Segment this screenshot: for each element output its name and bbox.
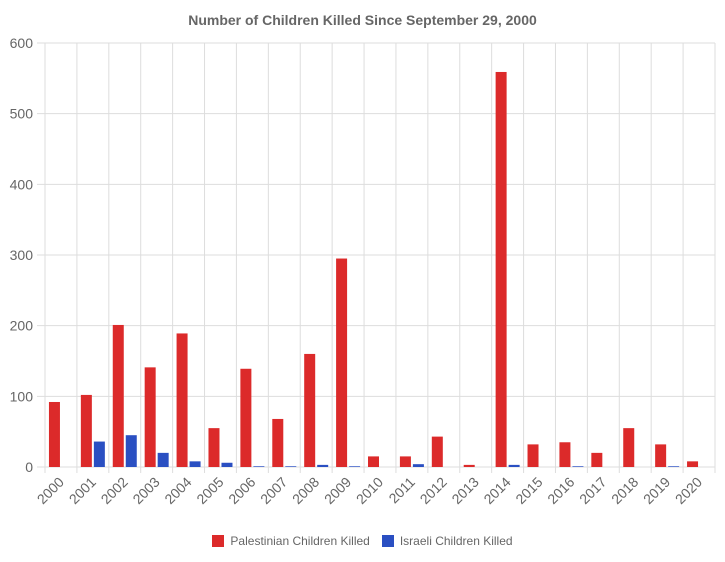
bar-israeli-2009[interactable] <box>349 466 361 467</box>
x-tick-label: 2012 <box>417 474 450 507</box>
bar-palestinian-2016[interactable] <box>559 442 571 467</box>
y-tick-label: 300 <box>10 247 34 263</box>
x-tick-label: 2008 <box>289 474 322 507</box>
x-tick-label: 2013 <box>448 474 481 507</box>
x-tick-label: 2015 <box>512 474 545 507</box>
legend-label-palestinian: Palestinian Children Killed <box>230 534 370 548</box>
bar-israeli-2019[interactable] <box>668 466 680 467</box>
x-tick-label: 2005 <box>193 474 226 507</box>
bar-israeli-2005[interactable] <box>221 462 233 467</box>
bar-palestinian-2006[interactable] <box>240 368 252 467</box>
x-tick-label: 2011 <box>385 474 418 507</box>
bars <box>48 71 699 468</box>
bar-palestinian-2005[interactable] <box>208 428 220 467</box>
x-tick-label: 2004 <box>161 474 194 507</box>
x-tick-label: 2014 <box>480 474 513 507</box>
y-tick-label: 500 <box>10 106 34 122</box>
y-tick-label: 400 <box>10 176 34 192</box>
x-tick-label: 2017 <box>576 474 609 507</box>
bar-palestinian-2000[interactable] <box>48 401 60 467</box>
bar-palestinian-2018[interactable] <box>623 428 635 467</box>
y-tick-label: 200 <box>10 318 34 334</box>
y-tick-label: 0 <box>25 459 33 475</box>
x-tick-label: 2020 <box>672 474 705 507</box>
legend-swatch-palestinian <box>212 535 225 547</box>
bar-israeli-2016[interactable] <box>572 466 584 467</box>
bar-palestinian-2003[interactable] <box>144 367 156 467</box>
x-tick-label: 2018 <box>608 474 641 507</box>
bar-palestinian-2013[interactable] <box>463 464 475 467</box>
x-tick-label: 2001 <box>66 474 99 507</box>
x-tick-label: 2002 <box>98 474 131 507</box>
bar-israeli-2002[interactable] <box>125 435 137 467</box>
x-tick-label: 2010 <box>353 474 386 507</box>
bar-palestinian-2015[interactable] <box>527 444 539 467</box>
x-tick-label: 2016 <box>544 474 577 507</box>
bar-israeli-2003[interactable] <box>157 452 169 467</box>
bar-israeli-2011[interactable] <box>412 464 424 467</box>
x-tick-label: 2006 <box>225 474 258 507</box>
bar-israeli-2006[interactable] <box>253 466 265 467</box>
bar-palestinian-2007[interactable] <box>272 418 284 467</box>
legend: Palestinian Children Killed Israeli Chil… <box>0 534 725 548</box>
bar-israeli-2001[interactable] <box>93 441 105 467</box>
bar-palestinian-2010[interactable] <box>368 456 379 467</box>
bar-palestinian-2002[interactable] <box>112 324 124 467</box>
bar-palestinian-2009[interactable] <box>336 258 348 467</box>
legend-item-palestinian[interactable]: Palestinian Children Killed <box>212 534 370 548</box>
y-axis-ticks: 0 100 200 300 400 500 600 <box>10 35 34 475</box>
bar-israeli-2004[interactable] <box>189 461 201 467</box>
legend-swatch-israeli <box>381 535 394 547</box>
x-tick-label: 2019 <box>640 474 673 507</box>
bar-palestinian-2004[interactable] <box>176 333 188 467</box>
x-tick-label: 2009 <box>321 474 354 507</box>
x-tick-label: 2007 <box>257 474 290 507</box>
chart-title: Number of Children Killed Since Septembe… <box>188 12 537 28</box>
x-axis-ticks: 2000200120022003200420052006200720082009… <box>34 474 706 507</box>
bar-palestinian-2017[interactable] <box>591 452 603 467</box>
bar-israeli-2008[interactable] <box>317 464 329 467</box>
x-tick-label: 2003 <box>129 474 162 507</box>
bar-palestinian-2011[interactable] <box>399 456 411 467</box>
bar-palestinian-2008[interactable] <box>304 353 316 467</box>
bar-palestinian-2012[interactable] <box>431 436 443 467</box>
legend-item-israeli[interactable]: Israeli Children Killed <box>381 534 513 548</box>
bar-palestinian-2014[interactable] <box>495 71 507 468</box>
bar-palestinian-2020[interactable] <box>687 461 699 467</box>
x-tick-label: 2000 <box>34 474 67 507</box>
bar-israeli-2007[interactable] <box>285 466 297 467</box>
legend-label-israeli: Israeli Children Killed <box>399 534 513 548</box>
bar-palestinian-2001[interactable] <box>80 394 92 467</box>
bar-palestinian-2019[interactable] <box>655 444 667 467</box>
y-tick-label: 100 <box>10 388 34 404</box>
y-tick-label: 600 <box>10 35 34 51</box>
bar-israeli-2014[interactable] <box>508 464 520 467</box>
grid-lines <box>37 42 716 473</box>
